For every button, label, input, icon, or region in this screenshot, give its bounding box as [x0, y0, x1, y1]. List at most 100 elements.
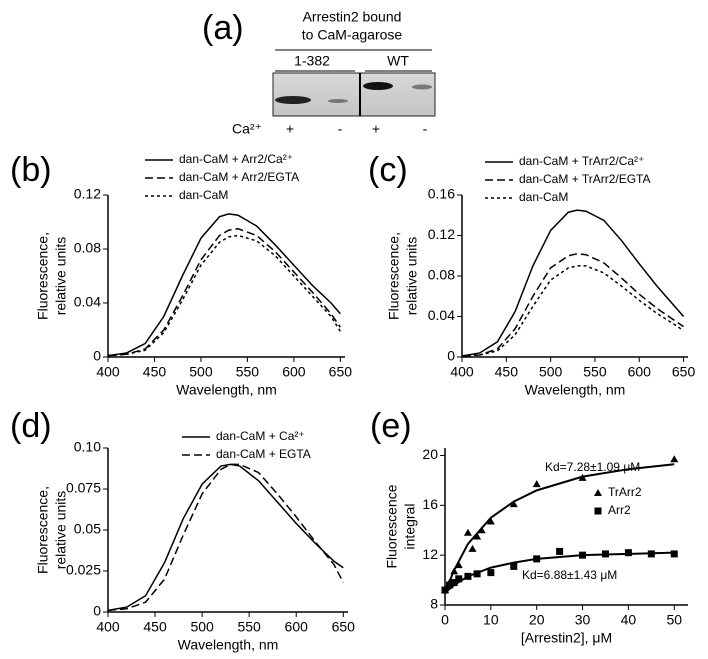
point	[487, 569, 495, 577]
x-tick-label: 550	[583, 364, 607, 380]
legend-label: Arr2	[608, 503, 631, 517]
y-axis-label: Fluorescence	[384, 484, 400, 568]
point	[670, 550, 678, 558]
band	[275, 96, 311, 104]
y-tick-label: 0.025	[66, 562, 101, 578]
x-tick-label: 40	[621, 612, 637, 628]
series-line	[461, 265, 684, 357]
legend-label: dan-CaM + Ca²⁺	[216, 429, 305, 443]
x-tick-label: 450	[143, 364, 167, 380]
x-tick-label: 30	[575, 612, 591, 628]
lane-label: 1-382	[294, 53, 330, 69]
point	[670, 455, 679, 463]
series-line	[461, 252, 684, 357]
x-tick-label: 450	[495, 364, 519, 380]
blot-title: Arrestin2 bound	[303, 9, 402, 25]
y-tick-label: 0	[93, 603, 101, 619]
condition: +	[372, 121, 380, 137]
y-tick-label: 0.04	[428, 307, 455, 323]
legend-label: dan-CaM + Arr2/EGTA	[179, 170, 299, 184]
band	[412, 84, 432, 90]
blot-title: to CaM-agarose	[302, 27, 403, 43]
point	[532, 480, 541, 488]
y-axis-label: Fluorescence,	[386, 232, 402, 320]
y-axis-label: relative units	[404, 237, 420, 316]
condition: -	[338, 121, 343, 137]
legend-label: TrArr2	[608, 485, 642, 499]
series-line	[107, 463, 344, 612]
series-line	[107, 227, 341, 357]
panel-label: (a)	[202, 9, 244, 47]
legend-label: dan-CaM + Arr2/Ca²⁺	[179, 152, 293, 166]
point	[556, 547, 564, 555]
point	[510, 562, 518, 570]
y-tick-label: 0.16	[428, 186, 455, 202]
band	[328, 99, 348, 103]
x-tick-label: 650	[332, 619, 356, 635]
point	[509, 500, 518, 508]
y-tick-label: 0.05	[74, 521, 101, 537]
legend-label: dan-CaM	[519, 190, 568, 204]
point	[468, 544, 477, 552]
blot	[272, 72, 436, 117]
x-axis-label: Wavelength, nm	[178, 637, 279, 653]
y-axis-label: relative units	[53, 491, 69, 570]
row-label: Ca²⁺	[232, 121, 262, 137]
series-line	[107, 463, 344, 612]
point	[463, 528, 472, 536]
panel-label: (b)	[10, 151, 52, 189]
point	[473, 532, 482, 540]
x-tick-label: 550	[236, 364, 260, 380]
x-tick-label: 600	[285, 619, 309, 635]
y-tick-label: 0.075	[66, 480, 101, 496]
legend-marker	[594, 489, 602, 496]
x-axis-label: Wavelength, nm	[525, 382, 626, 398]
x-tick-label: 650	[672, 364, 696, 380]
legend-label: dan-CaM + TrArr2/Ca²⁺	[519, 154, 644, 168]
series-line	[107, 213, 341, 357]
x-tick-label: 600	[282, 364, 306, 380]
condition: +	[286, 121, 294, 137]
y-tick-label: 0.10	[74, 439, 101, 455]
panel-label: (c)	[368, 151, 408, 189]
point	[446, 581, 454, 589]
y-tick-label: 0	[93, 348, 101, 364]
x-tick-label: 650	[329, 364, 353, 380]
x-tick-label: 400	[450, 364, 474, 380]
x-tick-label: 550	[237, 619, 261, 635]
x-tick-label: 500	[189, 364, 213, 380]
legend-label: dan-CaM + TrArr2/EGTA	[519, 172, 650, 186]
fit-line	[444, 463, 675, 593]
legend-label: dan-CaM	[179, 188, 228, 202]
panel-label: (d)	[10, 407, 52, 445]
y-axis-label: integral	[402, 504, 418, 550]
condition: -	[423, 121, 428, 137]
point	[450, 579, 458, 587]
y-tick-label: 20	[422, 446, 438, 462]
series-line	[461, 209, 685, 357]
y-tick-label: 0.08	[428, 267, 455, 283]
panel-a: (a) Arrestin2 bound to CaM-agarose 1-382…	[202, 9, 436, 137]
x-axis-label: [Arrestin2], μM	[521, 630, 612, 646]
lane-label: WT	[387, 53, 409, 69]
y-axis-label: relative units	[53, 237, 69, 316]
y-axis-label: Fluorescence,	[35, 486, 51, 574]
y-tick-label: 8	[430, 596, 438, 612]
x-axis-label: Wavelength, nm	[176, 382, 277, 398]
point	[486, 517, 495, 525]
series-line	[107, 234, 341, 357]
y-tick-label: 0.04	[74, 294, 101, 310]
point	[624, 549, 632, 557]
legend-label: dan-CaM + EGTA	[216, 447, 311, 461]
x-tick-label: 0	[441, 612, 449, 628]
point	[455, 575, 463, 583]
x-tick-label: 500	[190, 619, 214, 635]
band	[363, 82, 393, 90]
annotation: Kd=6.88±1.43 μM	[522, 568, 617, 582]
fit-line	[444, 551, 675, 594]
x-tick-label: 10	[483, 612, 499, 628]
y-tick-label: 0.12	[74, 186, 101, 202]
y-tick-label: 0.12	[428, 226, 455, 242]
x-tick-label: 400	[96, 364, 120, 380]
